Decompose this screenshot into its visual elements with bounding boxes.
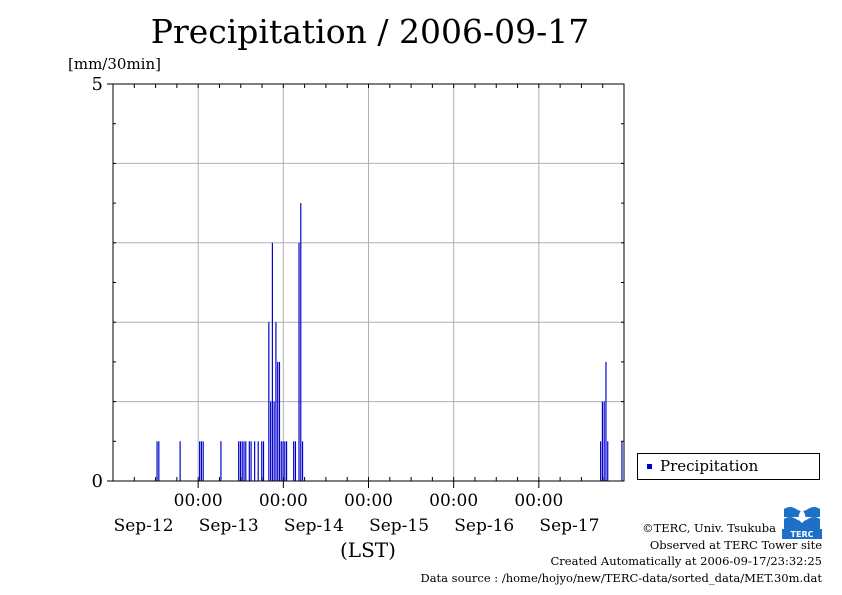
precip-bar — [254, 441, 256, 481]
precip-bar — [257, 441, 259, 481]
precip-bar — [248, 441, 250, 481]
x-date-label: Sep-14 — [284, 516, 344, 536]
credit-source: Data source : /home/hojyo/new/TERC-data/… — [420, 570, 822, 585]
precip-bar — [220, 441, 222, 481]
precip-bar — [202, 441, 204, 481]
precip-bar — [603, 401, 605, 481]
precip-bar — [243, 441, 245, 481]
x-time-label: 00:00 — [174, 491, 223, 511]
precip-bar — [268, 322, 270, 481]
precip-bar — [300, 203, 302, 481]
x-date-label: Sep-12 — [114, 516, 174, 536]
precip-bar — [294, 441, 297, 481]
x-time-label: 00:00 — [514, 491, 563, 511]
x-axis-label: (LST) — [340, 538, 396, 562]
credits: ©TERC, Univ. Tsukuba Observed at TERC To… — [420, 520, 822, 586]
credit-created: Created Automatically at 2006-09-17/23:3… — [550, 554, 823, 568]
precip-bar — [270, 401, 272, 481]
precip-bar — [600, 441, 602, 481]
precip-bar — [301, 441, 304, 481]
precip-bar — [282, 441, 284, 481]
x-time-label: 00:00 — [259, 491, 308, 511]
precip-bar — [261, 441, 263, 481]
precip-bar — [621, 441, 623, 481]
x-time-label: 00:00 — [429, 491, 478, 511]
precip-bar — [239, 441, 242, 481]
x-date-label: Sep-13 — [199, 516, 259, 536]
precip-bar — [271, 242, 273, 481]
precip-bar — [285, 441, 288, 481]
precip-bar — [275, 322, 277, 481]
precip-bar — [278, 361, 281, 481]
precip-bar — [298, 242, 300, 481]
precip-bar — [156, 441, 158, 481]
legend-label: Precipitation — [660, 457, 759, 475]
precip-bar — [273, 401, 275, 481]
y-tick-label: 5 — [92, 74, 103, 95]
precip-bar — [262, 441, 265, 481]
precip-bar — [601, 401, 603, 481]
precip-bar — [250, 441, 252, 481]
x-date-label: Sep-16 — [454, 516, 514, 536]
legend-swatch — [647, 464, 652, 469]
precip-bar — [241, 441, 243, 481]
precip-bar — [199, 441, 201, 481]
precip-bars — [156, 203, 623, 481]
precip-bar — [179, 441, 181, 481]
y-axis-unit: [mm/30min] — [68, 55, 161, 73]
precip-bar — [277, 361, 279, 481]
precip-bar — [607, 441, 609, 481]
y-tick-label: 0 — [92, 471, 103, 492]
precip-bar — [293, 441, 295, 481]
chart-title: Precipitation / 2006-09-17 — [150, 12, 590, 51]
precip-bar — [200, 441, 203, 481]
precip-bar — [280, 441, 282, 481]
precip-bar — [238, 441, 240, 481]
axis-ticks — [107, 83, 625, 488]
x-date-label: Sep-17 — [539, 516, 599, 536]
precip-bar — [605, 361, 607, 481]
legend: Precipitation — [637, 453, 820, 480]
grid-lines — [113, 84, 624, 481]
precip-bar — [284, 441, 286, 481]
credit-copyright: ©TERC, Univ. Tsukuba — [642, 521, 776, 535]
x-time-label: 00:00 — [344, 491, 393, 511]
precip-bar — [245, 441, 247, 481]
precip-bar — [158, 441, 160, 481]
logo-text: TERC — [791, 530, 814, 539]
x-date-label: Sep-15 — [369, 516, 429, 536]
credit-observed: Observed at TERC Tower site — [649, 537, 822, 552]
terc-logo-icon: TERC — [782, 503, 822, 539]
